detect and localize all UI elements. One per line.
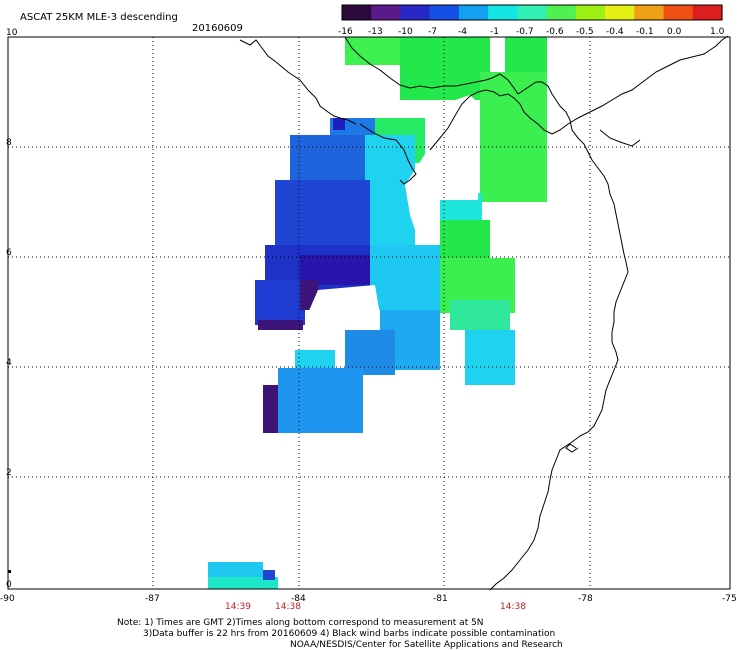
colorbar-label: -13 [368,27,383,37]
swath-cell [295,350,335,370]
lon-label: -87 [145,594,160,604]
colorbar-frame [341,4,723,21]
colorbar [342,5,723,20]
colorbar-label: -0.4 [606,27,624,37]
colorbar-label: -0.5 [576,27,594,37]
swath-cell [208,562,263,577]
colorbar-label: -16 [338,27,353,37]
note-line-1: Note: 1) Times are GMT 2)Times along bot… [117,618,484,628]
colorbar-label: 1.0 [710,27,725,37]
map-title: ASCAT 25KM MLE-3 descending [20,12,178,23]
colorbar-segment [429,5,460,20]
lat-label: 8 [6,138,12,148]
colorbar-label: -7 [428,27,437,37]
map-date: 20160609 [192,23,243,34]
lon-label: -84 [291,594,306,604]
lat-label: 2 [6,468,12,478]
map-frame [7,36,731,590]
colorbar-segment [575,5,606,20]
note-line-3: NOAA/NESDIS/Center for Satellite Applica… [290,640,563,650]
colorbar-segment [342,5,372,20]
colorbar-segment [692,5,723,20]
colorbar-label: -4 [458,27,467,37]
note-line-2: 3)Data buffer is 22 hrs from 20160609 4)… [143,629,556,639]
swath-cell [208,577,278,589]
lon-label: -90 [0,594,15,604]
swath-cell [465,330,515,385]
swath-cell [278,368,363,433]
pass-time: 14:38 [500,602,526,612]
colorbar-label: -10 [398,27,413,37]
lat-label: 4 [6,358,12,368]
pass-time: 14:38 [275,602,301,612]
colorbar-label: -0.7 [516,27,534,37]
swath-cell [345,37,400,65]
colorbar-segment [634,5,665,20]
lon-label: -81 [433,594,448,604]
swath-cell [400,37,490,100]
lat-label: 6 [6,248,12,258]
swath-cell [255,280,305,325]
colorbar-segment [488,5,518,20]
swath-cell [450,300,510,330]
lon-label: -78 [578,594,593,604]
swath-cell [480,72,547,202]
colorbar-label: -0.6 [546,27,564,37]
swath-cell [505,37,547,77]
colorbar-segment [458,5,489,20]
swath-cell [263,385,278,433]
colorbar-segment [400,5,431,20]
colorbar-label: -1 [490,27,499,37]
lon-label: -75 [722,594,737,604]
lat-label: 0 [6,580,12,590]
swath-cell [258,320,303,330]
colorbar-segment [371,5,402,20]
swath-cell [333,118,345,130]
marker-dot [8,570,11,573]
swath-cell [275,180,370,250]
land-mask [305,95,480,330]
colorbar-label: 0.0 [667,27,682,37]
coastline [239,35,729,591]
swath-cell [345,330,395,375]
swath-cell [370,245,440,310]
grid-lines [8,37,730,589]
swath-cell [263,570,275,580]
lat-label: 10 [6,28,18,38]
colorbar-segment [546,5,577,20]
swath-cell [440,220,490,262]
pass-time: 14:39 [225,602,251,612]
swath-cell [290,135,370,185]
colorbar-label: -0.1 [636,27,654,37]
colorbar-segment [663,5,694,20]
colorbar-segment [517,5,548,20]
colorbar-segment [605,5,635,20]
